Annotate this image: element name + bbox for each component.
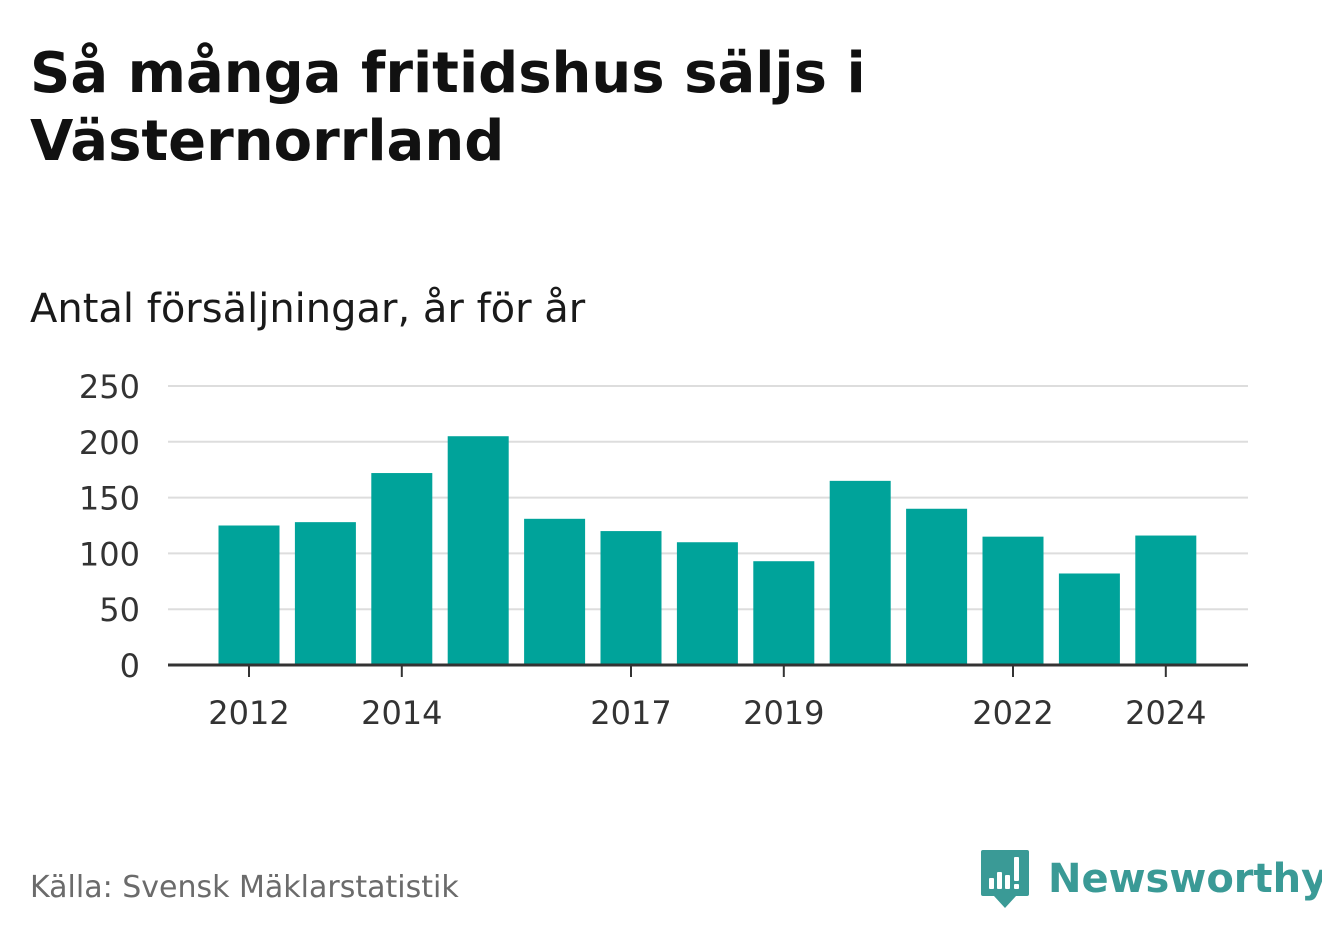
- bar-2021: [906, 508, 968, 665]
- x-axis-tick-labels: 2012 2014 2017 2019 2022 2024: [208, 694, 1206, 732]
- source-note: Källa: Svensk Mäklarstatistik: [30, 870, 459, 905]
- y-tick-label-0: 0: [120, 647, 140, 685]
- bar-2023: [1058, 573, 1120, 665]
- y-tick-label-100: 100: [79, 535, 140, 573]
- bar-2013: [294, 522, 356, 665]
- x-tick-label-2017: 2017: [590, 694, 671, 732]
- chart-title: Så många fritidshus säljs i Västernorrla…: [30, 41, 866, 174]
- x-tick-label-2024: 2024: [1125, 694, 1206, 732]
- bar-2015: [447, 436, 509, 665]
- y-tick-label-50: 50: [99, 591, 140, 629]
- bar-2016: [524, 518, 586, 665]
- x-tick-label-2019: 2019: [743, 694, 824, 732]
- x-tick-label-2014: 2014: [361, 694, 442, 732]
- brand-name: Newsworthy: [1048, 856, 1322, 902]
- bars: [218, 436, 1197, 665]
- x-axis: [168, 663, 1248, 677]
- y-axis-tick-labels: 0 50 100 150 200 250: [79, 368, 140, 685]
- chart-subtitle: Antal försäljningar, år för år: [30, 286, 586, 332]
- bar-2020: [829, 480, 891, 665]
- bar-2018: [676, 542, 738, 665]
- x-tick-label-2012: 2012: [208, 694, 289, 732]
- y-tick-label-150: 150: [79, 480, 140, 518]
- y-tick-label-250: 250: [79, 368, 140, 406]
- bar-2014: [371, 473, 433, 665]
- x-tick-label-2022: 2022: [972, 694, 1053, 732]
- bar-2019: [753, 561, 815, 665]
- y-tick-label-200: 200: [79, 424, 140, 462]
- bar-2017: [600, 531, 662, 665]
- bar-2012: [218, 525, 280, 665]
- bar-2022: [982, 536, 1044, 665]
- bar-2024: [1135, 535, 1197, 665]
- newsworthy-logo-icon: [981, 850, 1029, 908]
- brand-logo: Newsworthy: [980, 848, 1322, 910]
